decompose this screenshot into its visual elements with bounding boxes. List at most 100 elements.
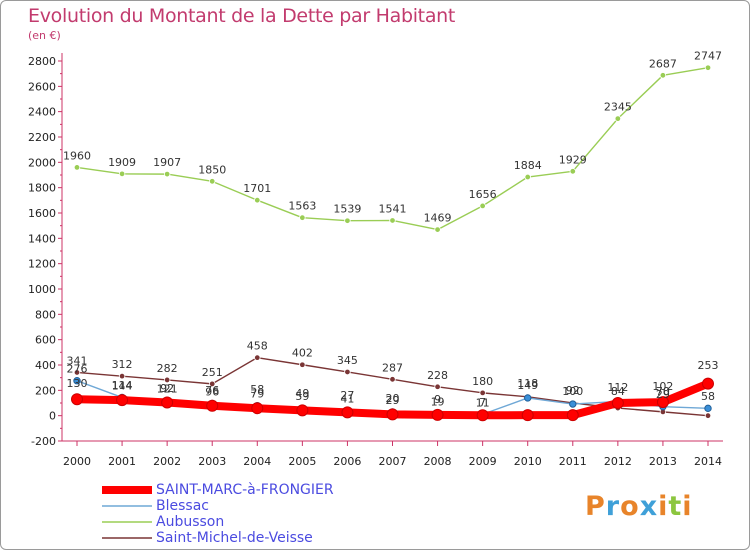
y-tick-label: 800	[35, 308, 56, 321]
proxiti-logo: Proxiti	[585, 491, 693, 522]
overlap-data-label: 20	[386, 392, 400, 405]
data-label-aubusson: 2747	[694, 50, 722, 63]
overlap-data-label: 49	[295, 387, 309, 400]
x-tick-label: 2010	[514, 455, 542, 468]
logo-letter: o	[620, 491, 640, 522]
x-tick-label: 2007	[379, 455, 407, 468]
overlap-data-label: 92	[566, 384, 580, 397]
data-point-aubusson	[73, 164, 81, 171]
y-tick-label: 2800	[28, 55, 56, 68]
data-point-saint-marc-frongier	[566, 409, 579, 422]
y-tick-label: 1400	[28, 232, 56, 245]
data-label-blessac: 41	[340, 392, 354, 405]
data-point-aubusson	[163, 170, 171, 178]
y-tick-label: 200	[35, 384, 56, 397]
data-point-saint-marc-frongier	[161, 396, 174, 409]
data-point-saint-marc-frongier	[476, 409, 489, 422]
overlap-data-label: 118	[517, 377, 538, 390]
overlap-data-label: 9	[434, 393, 441, 406]
overlap-data-label: 92	[160, 382, 174, 395]
x-tick-label: 2004	[243, 455, 271, 468]
chart-title: Evolution du Montant de la Dette par Hab…	[28, 5, 456, 27]
data-point-saint-marc-frongier	[71, 393, 83, 406]
y-tick-label: 2400	[28, 106, 56, 119]
data-point-saint-michel-de-veisse	[163, 376, 171, 384]
data-label-aubusson: 1909	[108, 156, 136, 169]
data-label-aubusson: 1960	[63, 149, 91, 162]
data-label-blessac: 121	[157, 382, 178, 395]
y-tick-label: 1600	[28, 207, 56, 220]
data-label-blessac: 19	[431, 395, 445, 408]
data-point-saint-michel-de-veisse	[299, 361, 306, 368]
overlap-data-label: 114	[112, 379, 133, 392]
x-tick-label: 2003	[198, 455, 226, 468]
data-label-saint-michel-de-veisse: 458	[247, 340, 268, 353]
x-tick-label: 2009	[469, 455, 497, 468]
data-label-aubusson: 1539	[333, 203, 361, 216]
overlap-data-label: 7	[479, 396, 486, 409]
data-point-aubusson	[344, 217, 351, 224]
overlap-data-label: 76	[205, 384, 219, 397]
x-tick-label: 2014	[694, 455, 722, 468]
legend-label-saint-michel-de-veisse: Saint-Michel-de-Veisse	[156, 530, 313, 546]
legend-label-aubusson: Aubusson	[156, 514, 224, 530]
x-tick-label: 2005	[288, 455, 316, 468]
data-label-saint-michel-de-veisse: 345	[337, 354, 358, 367]
data-label-aubusson: 1469	[424, 212, 452, 225]
logo-letter: r	[605, 491, 621, 522]
x-tick-label: 2006	[333, 455, 361, 468]
data-label-aubusson: 1541	[379, 202, 407, 215]
data-point-aubusson	[659, 72, 667, 79]
data-label-blessac: 276	[67, 363, 88, 376]
data-label-saint-michel-de-veisse: 341	[67, 354, 88, 367]
x-tick-label: 2011	[559, 455, 587, 468]
data-point-saint-marc-frongier	[611, 397, 624, 409]
overlap-data-label: 84	[611, 385, 625, 398]
data-point-blessac	[704, 404, 712, 413]
data-label-blessac: 11	[476, 396, 490, 409]
data-point-saint-marc-frongier	[296, 404, 309, 417]
data-label-saint-michel-de-veisse: 100	[562, 385, 583, 398]
data-point-aubusson	[209, 178, 216, 185]
data-label-saint-michel-de-veisse: 312	[112, 358, 133, 371]
data-point-blessac	[569, 400, 577, 408]
data-point-saint-michel-de-veisse	[118, 372, 126, 380]
data-label-aubusson: 1884	[514, 159, 542, 172]
data-point-aubusson	[118, 170, 126, 178]
data-point-blessac	[524, 394, 532, 402]
data-label-blessac: 144	[112, 379, 133, 392]
overlap-data-label: 27	[340, 389, 354, 402]
y-tick-label: 2200	[28, 131, 56, 144]
y-tick-label: 600	[35, 334, 56, 347]
x-tick-label: 2002	[153, 455, 181, 468]
y-tick-label: -200	[31, 435, 56, 448]
overlap-data-label: 58	[250, 383, 264, 396]
x-tick-label: 2013	[649, 455, 677, 468]
data-label-aubusson: 1850	[198, 163, 226, 176]
data-point-saint-michel-de-veisse	[434, 383, 441, 390]
overlap-data-label: 29	[656, 388, 670, 401]
y-tick-label: 0	[49, 410, 56, 423]
data-point-saint-marc-frongier	[116, 394, 129, 407]
data-label-aubusson: 1563	[288, 200, 316, 213]
data-point-aubusson	[479, 202, 486, 210]
legend-label-blessac: Blessac	[156, 498, 209, 514]
data-label-saint-michel-de-veisse: 149	[517, 379, 538, 392]
data-point-saint-marc-frongier	[656, 396, 669, 409]
overlap-data-label: 70	[656, 385, 670, 398]
data-point-saint-michel-de-veisse	[704, 412, 712, 419]
data-point-aubusson	[254, 197, 261, 204]
x-tick-label: 2001	[108, 455, 136, 468]
data-label-saint-michel-de-veisse: 402	[292, 347, 313, 360]
data-point-blessac	[73, 377, 81, 385]
data-point-saint-marc-frongier	[251, 402, 264, 415]
overlap-data-label: 58	[701, 390, 715, 403]
logo-letter: t	[668, 491, 683, 522]
data-point-saint-marc-frongier	[521, 409, 534, 422]
y-tick-label: 1000	[28, 283, 56, 296]
y-tick-label: 400	[35, 359, 56, 372]
y-tick-label: 2000	[28, 156, 56, 169]
overlap-data-label: 130	[67, 377, 88, 390]
overlap-data-label: 253	[698, 359, 719, 372]
